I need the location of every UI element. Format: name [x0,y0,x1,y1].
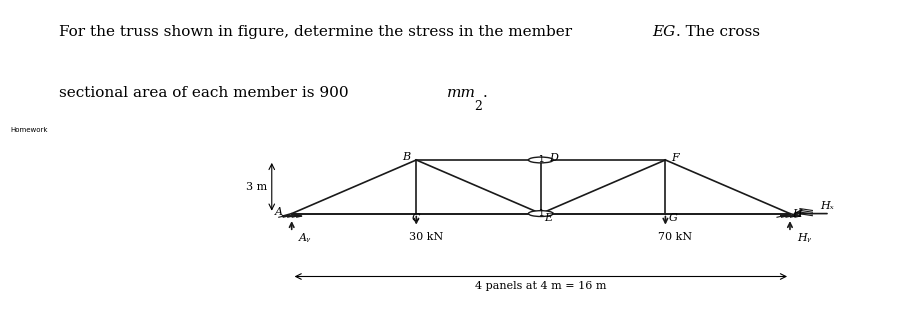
Text: 4 panels at 4 m = 16 m: 4 panels at 4 m = 16 m [475,281,606,291]
Text: 1: 1 [537,209,543,218]
Text: H: H [792,209,802,218]
Text: B: B [402,152,410,162]
Text: D: D [548,153,557,163]
Text: G: G [667,213,676,223]
Text: Hᵧ: Hᵧ [796,233,811,243]
Text: 2: 2 [473,100,481,113]
Text: 3 m: 3 m [246,182,267,192]
Text: Homework: Homework [11,127,48,133]
Circle shape [527,211,553,217]
Text: E: E [544,213,552,223]
Text: F: F [671,153,678,163]
Text: Aᵧ: Aᵧ [299,233,311,243]
Text: 70 kN: 70 kN [657,232,692,242]
Text: Hₓ: Hₓ [819,201,833,211]
Text: EG: EG [652,25,675,39]
Circle shape [527,157,553,163]
Text: .: . [482,86,487,100]
Text: 30 kN: 30 kN [409,232,442,242]
Text: C: C [412,213,420,223]
Text: sectional area of each member is 900: sectional area of each member is 900 [59,86,353,100]
Text: A: A [275,207,283,217]
Text: mm: mm [446,86,475,100]
Text: . The cross: . The cross [675,25,759,39]
Text: For the truss shown in figure, determine the stress in the member: For the truss shown in figure, determine… [59,25,576,39]
Text: 1: 1 [537,155,543,164]
